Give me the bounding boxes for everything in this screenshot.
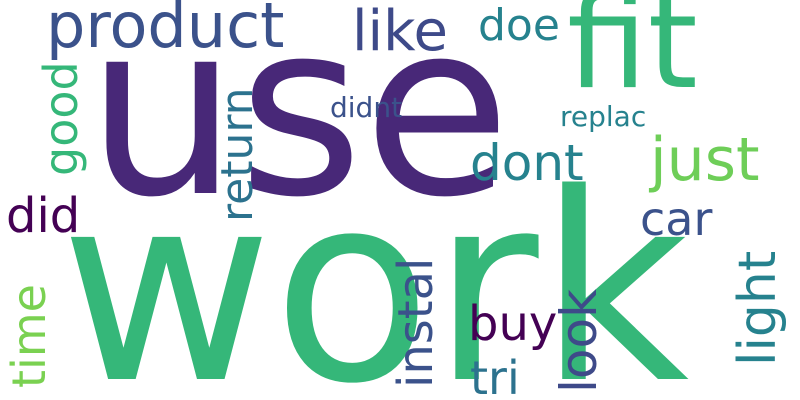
word-did: did (6, 188, 81, 244)
word-time: time (2, 284, 56, 388)
word-tri: tri (470, 351, 520, 400)
word-fit: fit (567, 0, 698, 118)
word-product: product (46, 0, 285, 62)
word-buy: buy (468, 296, 558, 352)
word-return: return (212, 87, 263, 222)
word-look: look (550, 288, 608, 393)
word-didnt: didnt (330, 91, 403, 124)
word-good: good (34, 61, 88, 176)
word-like: like (352, 0, 449, 64)
word-dont: dont (470, 134, 584, 192)
word-just: just (650, 125, 760, 195)
word-doe: doe (478, 0, 560, 51)
word-instal: instal (388, 257, 444, 388)
word-replac: replac (560, 100, 647, 133)
word-work: work (60, 139, 690, 400)
word-light: light (728, 250, 788, 366)
word-car: car (640, 192, 713, 246)
word-use: use (86, 0, 511, 250)
